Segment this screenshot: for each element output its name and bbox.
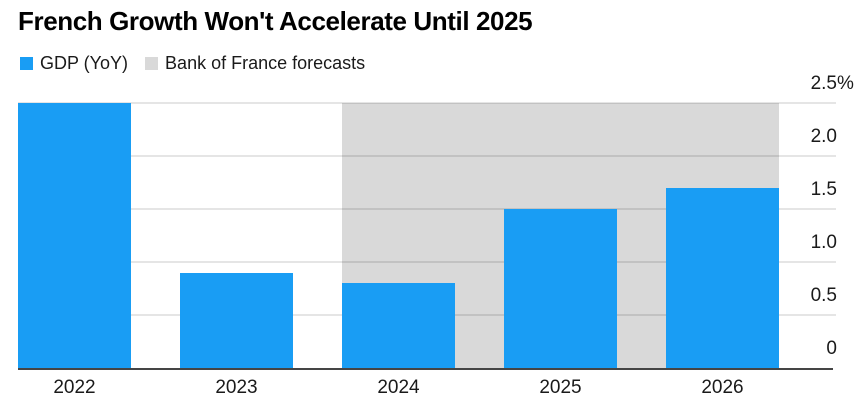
y-tick-value: 0.5 [810,284,837,306]
blue-square-icon [20,57,33,70]
gdp-bar-2025 [504,209,617,368]
legend-item-forecasts: Bank of France forecasts [145,53,365,74]
gdp-bar-2023 [180,272,293,368]
x-axis-tick-label: 2026 [701,377,744,398]
y-axis-tick-label: 1.5 [811,180,837,199]
chart-title: French Growth Won't Accelerate Until 202… [18,6,533,36]
legend-item-gdp: GDP (YoY) [20,53,128,74]
x-axis-line [18,368,833,370]
chart-legend: GDP (YoY) Bank of France forecasts [20,53,365,74]
gdp-bar-2026 [666,187,779,368]
y-axis-tick-label: 2.0 [811,127,837,146]
y-axis-tick-label: 0.5 [811,286,837,305]
legend-label-forecasts: Bank of France forecasts [165,53,366,73]
x-axis-tick-label: 2023 [215,377,258,398]
gridline [18,155,836,157]
gdp-bar-2022 [18,103,131,368]
legend-label-gdp: GDP (YoY) [40,53,129,73]
gridline [18,208,836,210]
gdp-bar-2024 [342,283,455,368]
y-tick-value: 1.0 [810,231,837,253]
y-tick-value: 2.0 [810,125,837,147]
gridline [18,102,836,104]
y-axis-tick-label: 0 [826,339,837,358]
x-axis-tick-label: 2024 [377,377,420,398]
x-axis-tick-label: 2022 [53,377,96,398]
y-axis-tick-label: 2.5% [810,72,854,94]
y-axis-tick-label: 1.0 [811,233,837,252]
gridline [18,261,836,263]
y-tick-unit-suffix: % [837,72,854,94]
y-tick-value: 0 [826,337,837,359]
y-tick-value: 2.5 [810,72,837,94]
y-tick-value: 1.5 [810,178,837,200]
gray-square-icon [145,57,159,70]
x-axis-tick-label: 2025 [539,377,582,398]
